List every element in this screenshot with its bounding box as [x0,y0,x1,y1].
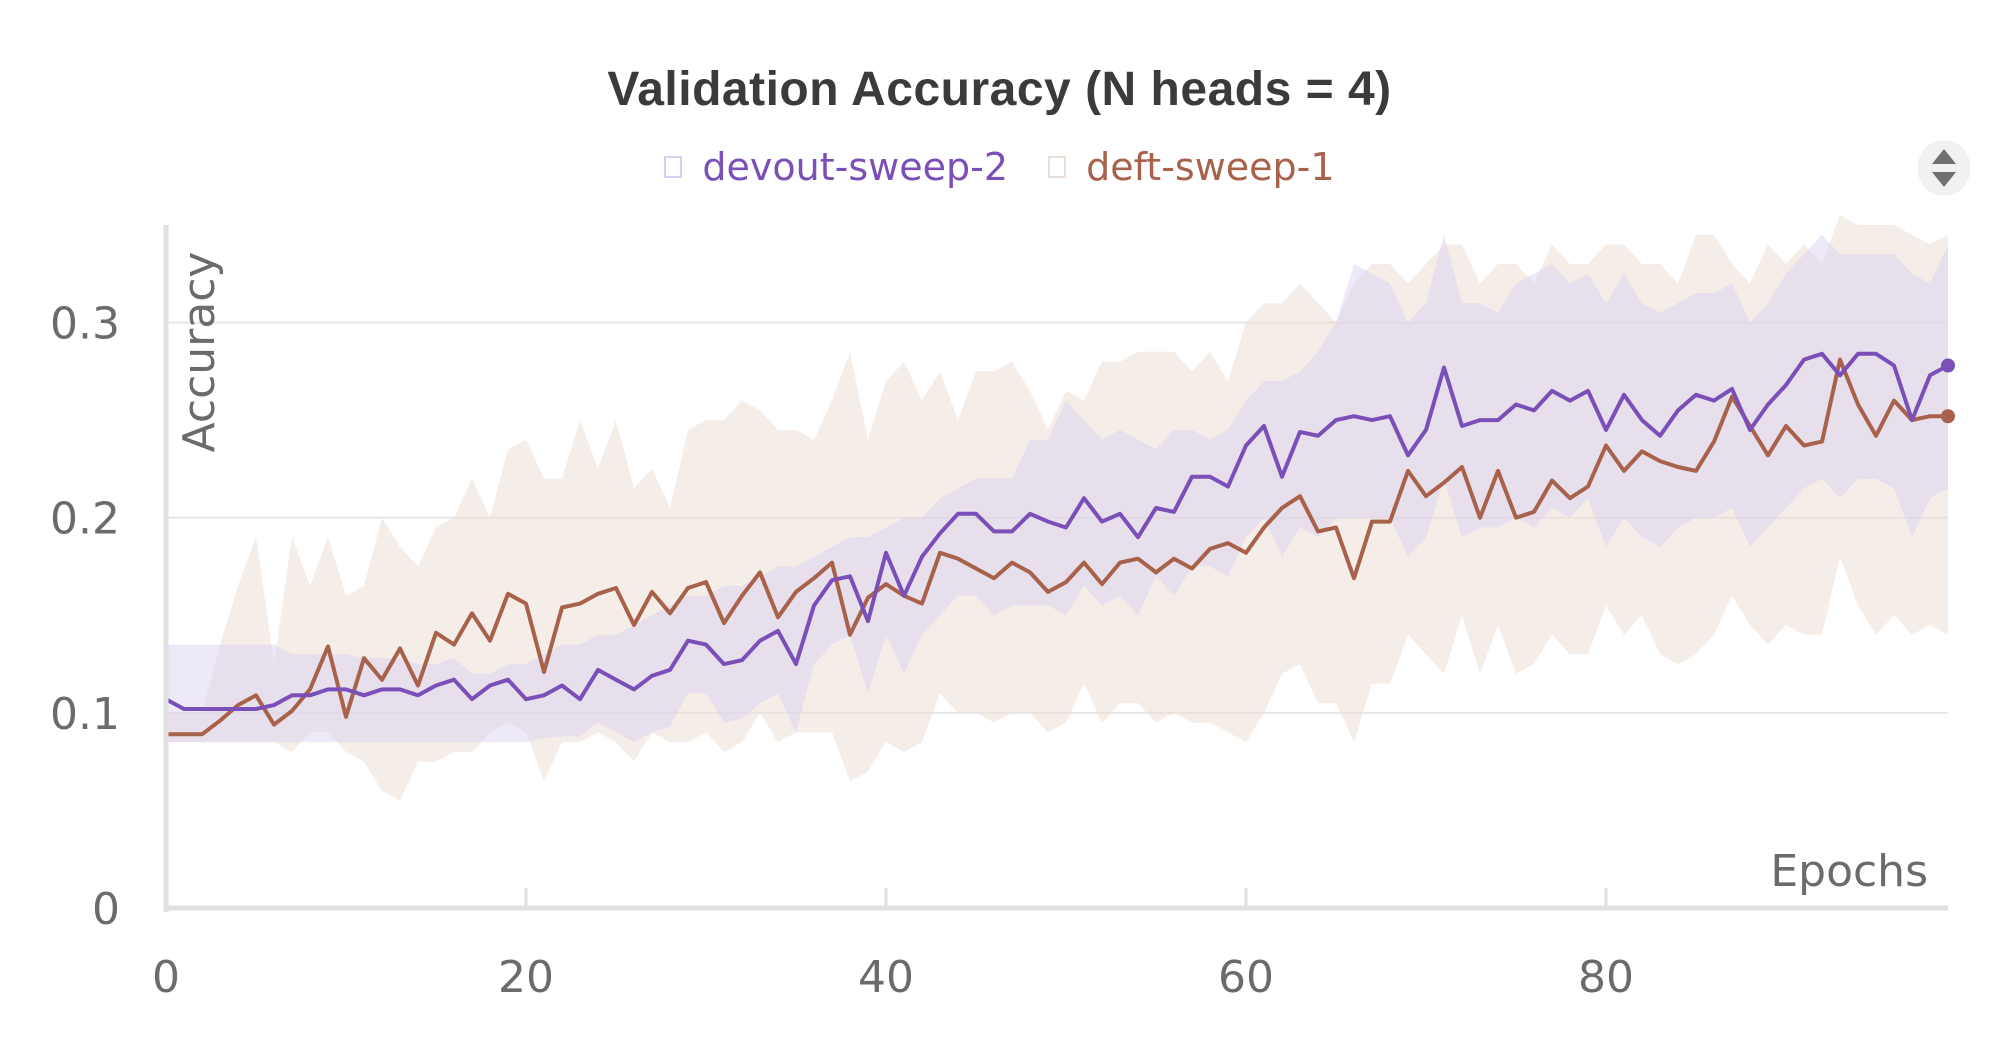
sort-arrows-icon[interactable] [1918,140,1970,196]
y-tick-label: 0.3 [50,299,120,350]
legend-label: devout-sweep-2 [702,145,1008,189]
series-lines [165,351,1955,737]
x-axis-label: Epochs [1770,846,1928,897]
legend-item-1[interactable]: deft-sweep-1 [1048,145,1335,189]
y-tick-label: 0.1 [50,689,120,740]
y-tick-label: 0 [92,884,120,935]
chart-title: Validation Accuracy (N heads = 4) [607,63,1392,116]
legend-label: deft-sweep-1 [1086,145,1335,189]
x-tick-label: 60 [1218,952,1274,1003]
y-axis-label: Accuracy [174,252,225,453]
series-end-point [1941,358,1955,373]
x-tick-label: 80 [1578,952,1634,1003]
series-end-point [1941,409,1955,424]
series-line-deft-sweep-1 [166,357,1948,737]
x-tick-label: 0 [152,952,180,1003]
y-tick-label: 0.2 [50,494,120,545]
uncertainty-band-deft-sweep-1 [166,215,1948,801]
uncertainty-band-devout-sweep-2 [166,234,1948,743]
legend-item-0[interactable]: devout-sweep-2 [664,145,1008,189]
axes: 0 0.1 0.2 0.3 0 20 40 60 80 [50,225,1948,1003]
legend-swatch-icon [1048,156,1067,178]
series-line-devout-sweep-2 [165,351,1949,711]
uncertainty-bands [166,215,1948,801]
legend-swatch-icon [664,156,683,178]
legend: devout-sweep-2 deft-sweep-1 [0,143,1999,189]
x-tick-label: 40 [858,952,914,1003]
x-tick-label: 20 [498,952,554,1003]
